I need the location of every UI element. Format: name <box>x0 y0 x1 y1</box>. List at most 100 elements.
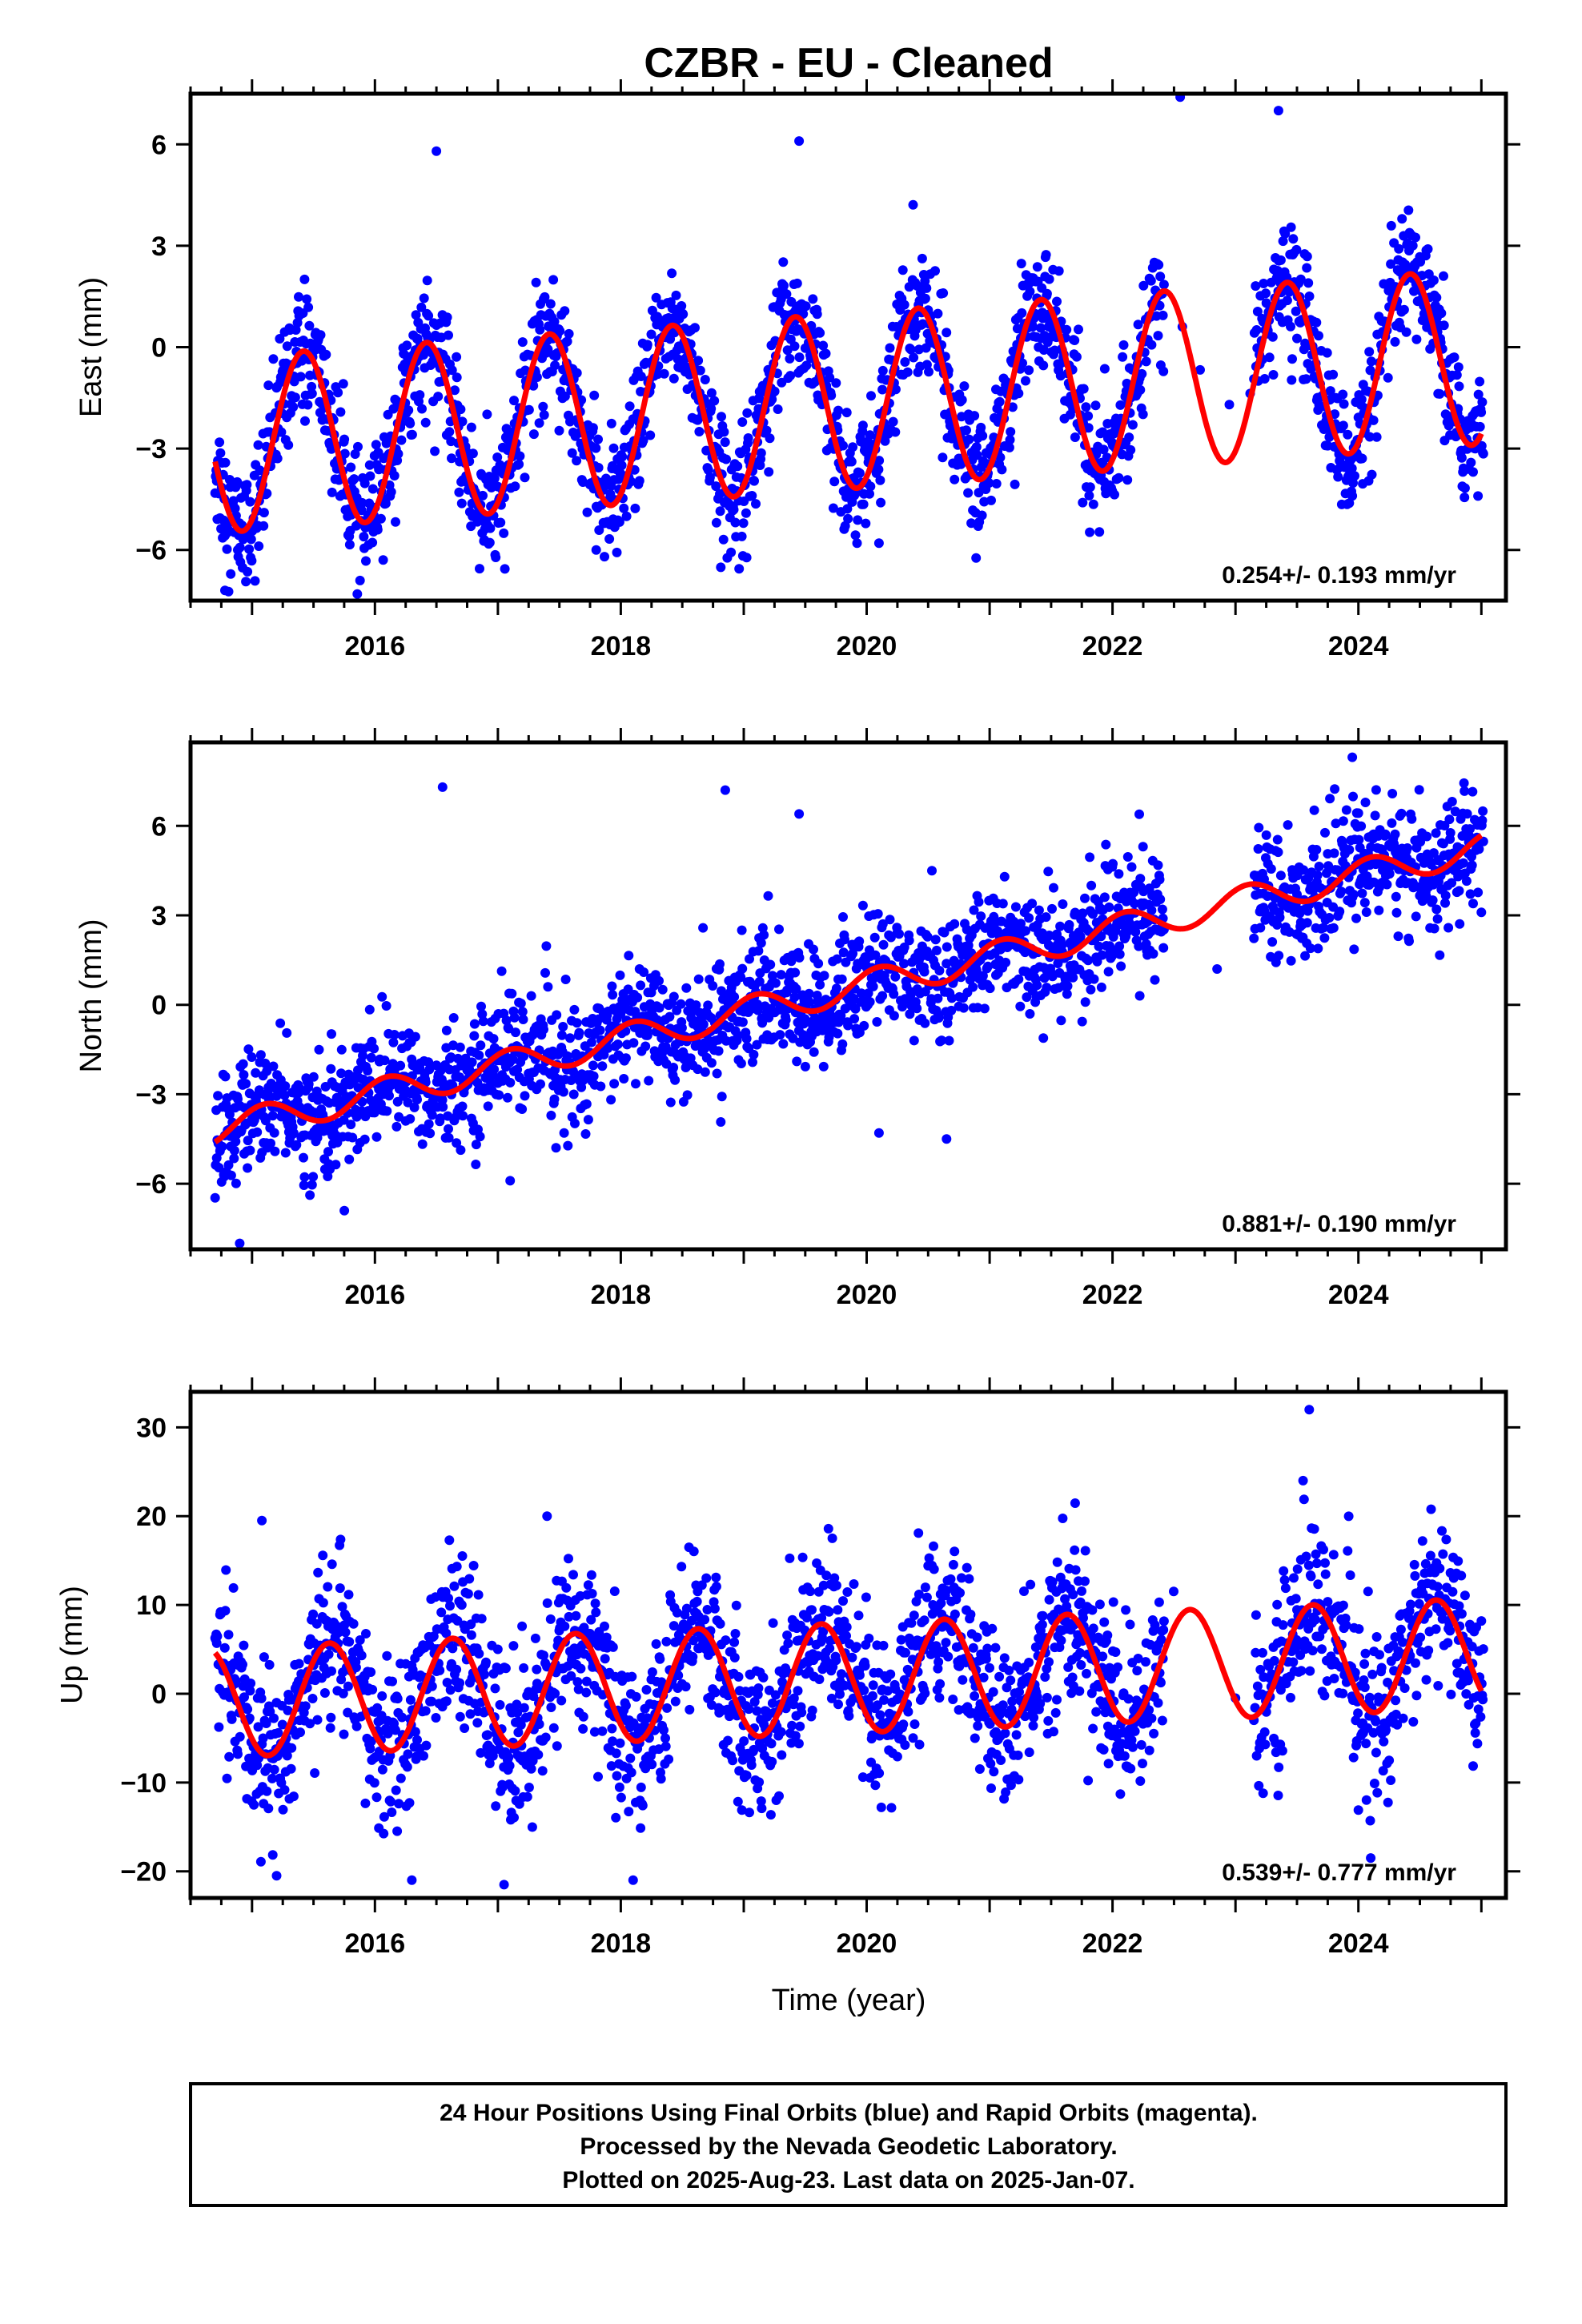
data-point <box>607 981 617 991</box>
velocity-rate-label: 0.881+/- 0.190 mm/yr <box>1222 1211 1456 1237</box>
data-point <box>991 479 1002 489</box>
data-point <box>667 268 677 279</box>
data-point <box>457 1101 468 1112</box>
data-point <box>737 417 748 427</box>
data-point <box>503 1092 512 1103</box>
data-point <box>1154 875 1165 885</box>
data-point <box>247 556 257 566</box>
data-point <box>492 452 503 462</box>
data-point <box>307 1180 317 1190</box>
data-point <box>1367 469 1377 480</box>
data-point <box>1365 365 1375 376</box>
data-point <box>1034 905 1044 915</box>
data-point <box>1058 899 1068 909</box>
data-point <box>427 1681 437 1691</box>
data-point <box>657 984 668 995</box>
data-point <box>394 1112 404 1122</box>
data-point <box>452 352 462 362</box>
data-point <box>593 434 603 444</box>
data-point <box>1475 376 1485 387</box>
data-point <box>517 337 528 348</box>
data-point <box>412 1751 422 1762</box>
data-point <box>754 976 765 987</box>
data-point <box>349 474 359 485</box>
data-point <box>905 989 916 999</box>
data-point <box>971 442 982 452</box>
data-point <box>964 434 974 444</box>
data-point <box>756 938 766 948</box>
data-point <box>1478 448 1488 459</box>
data-point <box>518 1015 528 1024</box>
data-point <box>465 1709 476 1719</box>
data-point <box>808 294 818 304</box>
data-point <box>670 1075 681 1085</box>
data-point <box>303 1079 314 1089</box>
data-point <box>1440 891 1451 901</box>
data-point <box>1083 955 1094 966</box>
data-point <box>1062 324 1072 335</box>
data-point <box>804 988 814 999</box>
data-point <box>979 1003 990 1014</box>
data-point <box>268 354 279 364</box>
data-point <box>1075 931 1086 942</box>
data-point <box>946 993 957 1003</box>
data-point <box>215 448 226 458</box>
data-point <box>677 1023 687 1033</box>
data-point <box>850 1003 861 1014</box>
data-point <box>255 1050 266 1060</box>
data-point <box>403 1749 413 1759</box>
data-point <box>456 498 467 509</box>
data-point <box>361 556 371 566</box>
data-point <box>560 975 571 984</box>
data-point <box>756 448 766 458</box>
data-point <box>372 1703 383 1713</box>
data-point <box>421 1740 432 1751</box>
data-point <box>971 966 982 976</box>
data-point <box>1088 909 1098 919</box>
data-point <box>825 372 835 383</box>
data-point <box>681 983 692 993</box>
data-point <box>933 993 943 1003</box>
data-point <box>527 1822 537 1832</box>
data-point <box>1478 806 1488 816</box>
data-point <box>562 336 572 347</box>
data-point <box>568 1089 579 1100</box>
data-point <box>1138 280 1149 291</box>
data-point <box>260 1058 271 1068</box>
data-point <box>452 1562 462 1572</box>
data-point <box>245 1686 255 1696</box>
data-point <box>603 1043 613 1053</box>
data-point <box>520 472 530 483</box>
data-point <box>343 1681 353 1691</box>
data-point <box>1088 499 1098 509</box>
data-point <box>1460 786 1470 796</box>
data-point <box>1435 388 1445 399</box>
data-point <box>792 278 802 288</box>
data-point <box>1078 384 1089 394</box>
data-point <box>1042 983 1052 993</box>
data-point <box>526 991 536 1001</box>
data-point <box>977 510 987 521</box>
data-point <box>253 1722 263 1732</box>
data-point <box>1303 278 1314 288</box>
data-point <box>501 1015 512 1026</box>
data-point <box>978 431 988 441</box>
data-point <box>1014 388 1024 399</box>
outlier-point <box>505 1176 516 1186</box>
data-point <box>1350 471 1359 481</box>
data-point <box>1278 236 1288 247</box>
data-point <box>998 899 1008 909</box>
data-point <box>733 1031 743 1040</box>
data-point <box>307 381 317 392</box>
data-point <box>1329 848 1339 858</box>
data-point <box>706 1058 717 1068</box>
data-point <box>410 1031 420 1042</box>
data-point <box>1396 808 1407 818</box>
data-point <box>583 1115 593 1125</box>
data-point <box>729 505 739 515</box>
data-point <box>620 1053 631 1063</box>
data-point <box>472 1718 483 1728</box>
data-point <box>877 991 888 1001</box>
data-point <box>880 436 890 446</box>
data-point <box>1099 892 1110 903</box>
